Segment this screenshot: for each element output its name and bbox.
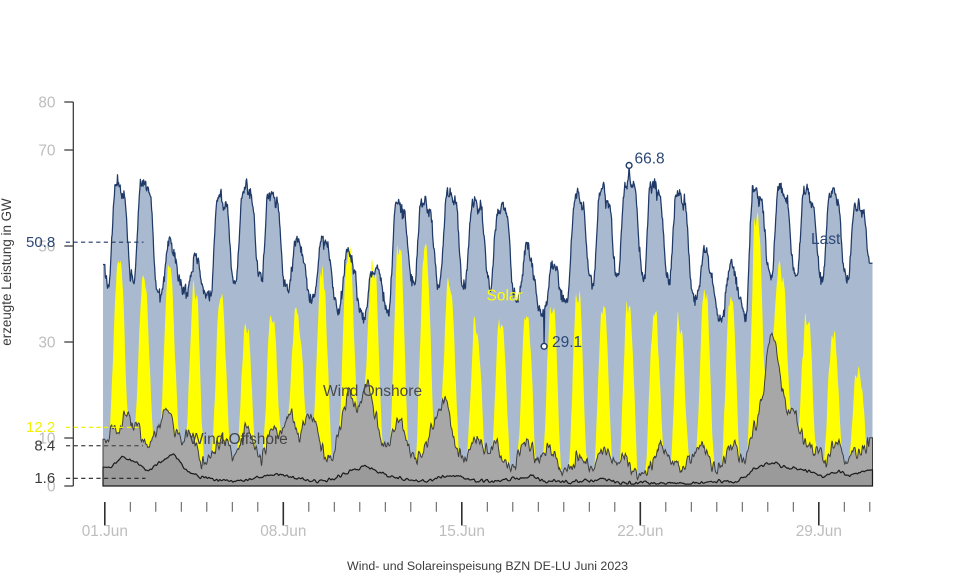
svg-text:70: 70 [38,143,55,160]
svg-text:Wind- und Solareinspeisung BZN: Wind- und Solareinspeisung BZN DE-LU Jun… [347,559,628,573]
svg-text:01.Jun: 01.Jun [82,523,128,540]
svg-text:Wind Offshore: Wind Offshore [189,431,288,448]
svg-text:0: 0 [47,479,56,496]
svg-text:10: 10 [38,431,55,448]
svg-text:erzeugte Leistung in GW: erzeugte Leistung in GW [0,198,14,346]
svg-text:66.8: 66.8 [635,151,665,168]
svg-text:Last: Last [811,231,841,248]
svg-text:22.Jun: 22.Jun [617,523,663,540]
svg-text:50: 50 [38,239,55,256]
svg-text:80: 80 [38,95,55,112]
svg-text:29.Jun: 29.Jun [796,523,842,540]
svg-text:Solar: Solar [487,288,523,305]
svg-text:50.8: 50.8 [26,234,55,251]
svg-text:15.Jun: 15.Jun [439,523,485,540]
svg-text:12.2: 12.2 [26,419,55,436]
svg-text:29.1: 29.1 [552,334,582,351]
svg-text:30: 30 [38,335,55,352]
svg-text:Wind Onshore: Wind Onshore [323,383,422,400]
svg-text:8.4: 8.4 [34,438,55,455]
svg-text:08.Jun: 08.Jun [260,523,306,540]
svg-text:1.6: 1.6 [34,470,55,487]
